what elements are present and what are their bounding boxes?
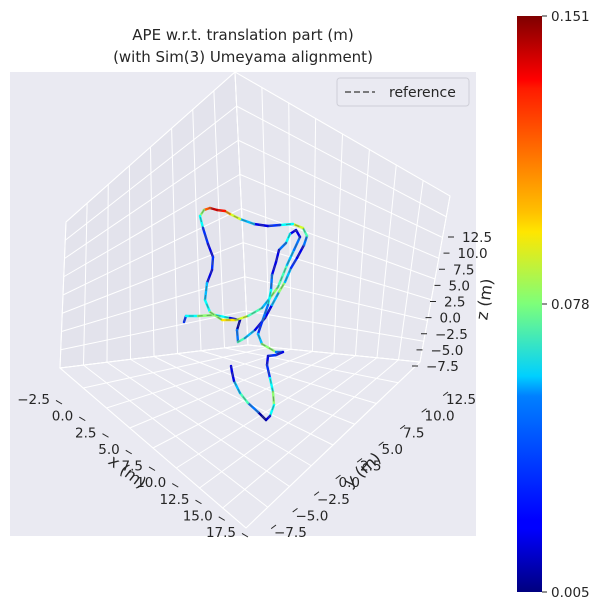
y-tick-label: −5.0 [296, 508, 329, 524]
grid-line-floor-y [129, 350, 313, 429]
y-tick-label: 0.0 [339, 475, 360, 491]
y-tick-label-mark [270, 524, 277, 529]
grid-line-floor-y [245, 361, 421, 529]
grid-line-right-horizontal [246, 310, 424, 342]
x-tick-label-mark [102, 433, 109, 438]
x-tick-label-mark [171, 483, 179, 488]
z-tick-label: 7.5 [453, 262, 474, 278]
grid-line-floor-y [152, 353, 335, 449]
grid-line-floor-y [106, 348, 292, 409]
x-tick-label: −2.5 [17, 392, 50, 408]
grid-line-floor-y [199, 357, 378, 489]
z-tick-label: 0.0 [440, 311, 461, 327]
grid-line-right-horizontal [238, 139, 443, 238]
reference-trajectory [183, 207, 308, 421]
z-tick-label: 5.0 [449, 278, 470, 294]
colorbar-gradient [517, 16, 542, 592]
z-tick-label: −5.0 [431, 343, 464, 359]
z-axis-ticks: −7.5−5.0−2.50.02.55.07.510.012.5 [412, 230, 492, 375]
y-tick-label-mark [335, 474, 341, 480]
x-tick-label-mark [148, 466, 156, 471]
x-tick-label: 0.0 [52, 409, 73, 425]
y-tick-label-mark [356, 458, 363, 463]
z-tick-label: 10.0 [458, 246, 488, 262]
x-tick-label: 17.5 [206, 525, 236, 541]
colorbar-label-min: 0.005 [551, 585, 590, 601]
chart-title: APE w.r.t. translation part (m) [132, 26, 353, 44]
grid-line-left-horizontal [65, 71, 236, 223]
y-tick-label-mark [378, 441, 384, 446]
z-tick-label: −2.5 [435, 327, 468, 343]
x-tick-label: 5.0 [98, 442, 119, 458]
x-tick-label-mark [125, 449, 133, 455]
x-tick-label: 12.5 [159, 492, 189, 508]
y-tick-label: 12.5 [446, 392, 476, 408]
grid-line-right-horizontal [234, 71, 451, 197]
grid-line-left-horizontal [63, 173, 241, 278]
z-tick-label: 2.5 [444, 295, 465, 311]
grid-line-right-horizontal [239, 173, 439, 259]
y-tick-label: 2.5 [360, 459, 381, 475]
grid-line-right-horizontal [236, 105, 447, 218]
y-tick-label-mark [399, 424, 406, 430]
y-tick-label: 5.0 [382, 442, 403, 458]
y-axis-ticks: −7.5−5.0−2.50.02.55.07.510.012.5 [270, 391, 476, 541]
x-tick-label: 15.0 [183, 508, 213, 524]
x-tick-label: 7.5 [122, 459, 143, 475]
y-tick-label-mark [421, 408, 427, 413]
grid-line-left-horizontal [60, 310, 247, 351]
legend: reference [336, 77, 470, 107]
grid-line-left-horizontal [64, 139, 239, 259]
x-tick-label: 2.5 [75, 425, 96, 441]
x-tick-label: 10.0 [136, 475, 166, 491]
y-tick-label: 10.0 [425, 409, 455, 425]
x-axis-ticks: −2.50.02.55.07.510.012.515.017.5 [17, 392, 249, 541]
y-tick-label-mark [313, 491, 320, 496]
legend-entry-reference: reference [389, 85, 456, 101]
x-tick-label-mark [241, 532, 249, 538]
x-tick-label-mark [218, 516, 226, 521]
y-tick-label: 7.5 [403, 425, 424, 441]
trajectory-series [182, 206, 309, 422]
y-tick-label: −2.5 [317, 492, 350, 508]
x-tick-label-mark [195, 499, 202, 505]
grid-line-right-horizontal [241, 208, 436, 280]
grid-line-floor-y [83, 346, 270, 389]
colorbar: 0.151 0.078 0.005 [517, 9, 590, 601]
z-tick-label: −7.5 [426, 359, 459, 375]
axes-3d-box [58, 70, 451, 529]
legend-box [336, 77, 470, 107]
grid-line-right-horizontal [242, 242, 432, 301]
grid-line-left-horizontal [64, 105, 237, 241]
grid-line-left-horizontal [61, 276, 245, 332]
grid-line-right-horizontal [244, 276, 428, 321]
z-tick-label: 12.5 [462, 230, 492, 246]
colorbar-label-mid: 0.078 [551, 297, 590, 313]
x-tick-label-mark [78, 416, 86, 422]
x-tick-label-mark [55, 399, 63, 405]
colorbar-label-max: 0.151 [551, 9, 590, 25]
grid-line-left-horizontal [62, 208, 242, 296]
chart-subtitle: (with Sim(3) Umeyama alignment) [113, 48, 373, 66]
grid-line-floor-y [59, 344, 249, 369]
grid-line-floor-y [222, 359, 399, 509]
grid-line-floor-y [175, 355, 356, 469]
y-tick-label-mark [442, 391, 449, 397]
y-tick-label-mark [292, 507, 298, 513]
y-tick-label: −7.5 [274, 525, 307, 541]
